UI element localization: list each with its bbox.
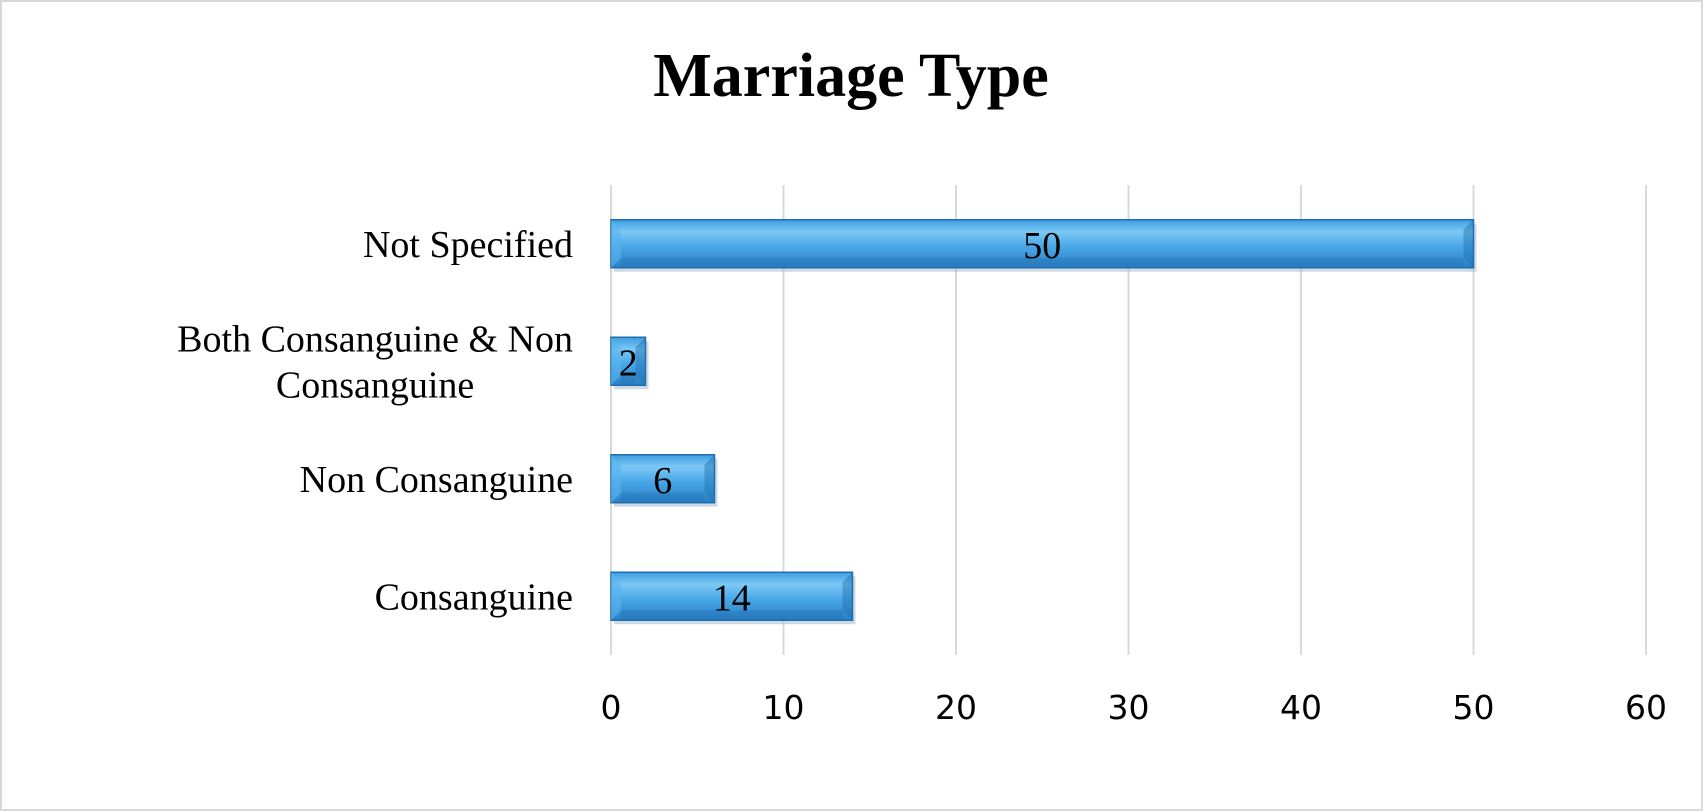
x-tick-label: 20 [935,688,977,727]
category-label: Not Specified [363,224,573,266]
chart-title: Marriage Type [653,42,1048,110]
x-tick-label: 40 [1280,688,1322,727]
x-tick-label: 0 [601,688,622,727]
category-label: Both Consanguine & Non Consanguine [177,318,573,406]
bar-bevel-right [704,454,715,503]
category-label: Consanguine [375,576,573,618]
bar-bevel-bottom [621,375,636,386]
category-label-line: Consanguine [276,364,474,406]
bar-bevel-left [611,337,621,386]
x-tick-label: 50 [1453,688,1495,727]
bar-bevel-right [842,572,853,621]
category-label-line: Non Consanguine [300,459,573,501]
bar-bevel-left [611,219,621,268]
bar-bevel-right [1463,219,1474,268]
bar-bevel-bottom [621,610,843,621]
bar-bevel-left [611,454,621,503]
category-label-line: Both Consanguine & Non [177,318,573,360]
category-label-line: Consanguine [375,576,573,618]
bar-group: 50 [610,219,1477,272]
x-tick-labels: 0 10 20 30 40 50 60 [601,688,1668,727]
data-label: 6 [653,460,672,502]
bars: 50 2 6 14 [610,219,1477,625]
data-label: 14 [713,577,751,619]
bar [610,454,716,504]
bar-bevel-bottom [621,257,1464,268]
bar-bevel-bottom [621,492,705,503]
data-label: 50 [1023,225,1061,267]
bar-group: 14 [610,571,856,625]
bar-bevel-left [611,572,621,621]
data-label: 2 [619,342,638,384]
x-tick-label: 30 [1108,688,1150,727]
category-label-line: Not Specified [363,224,573,266]
x-tick-label: 60 [1625,688,1667,727]
bar-group: 2 [610,336,649,390]
x-tick-label: 10 [763,688,805,727]
bar-bevel-right [635,337,646,386]
bar-group: 6 [610,454,718,507]
category-label: Non Consanguine [300,459,573,501]
